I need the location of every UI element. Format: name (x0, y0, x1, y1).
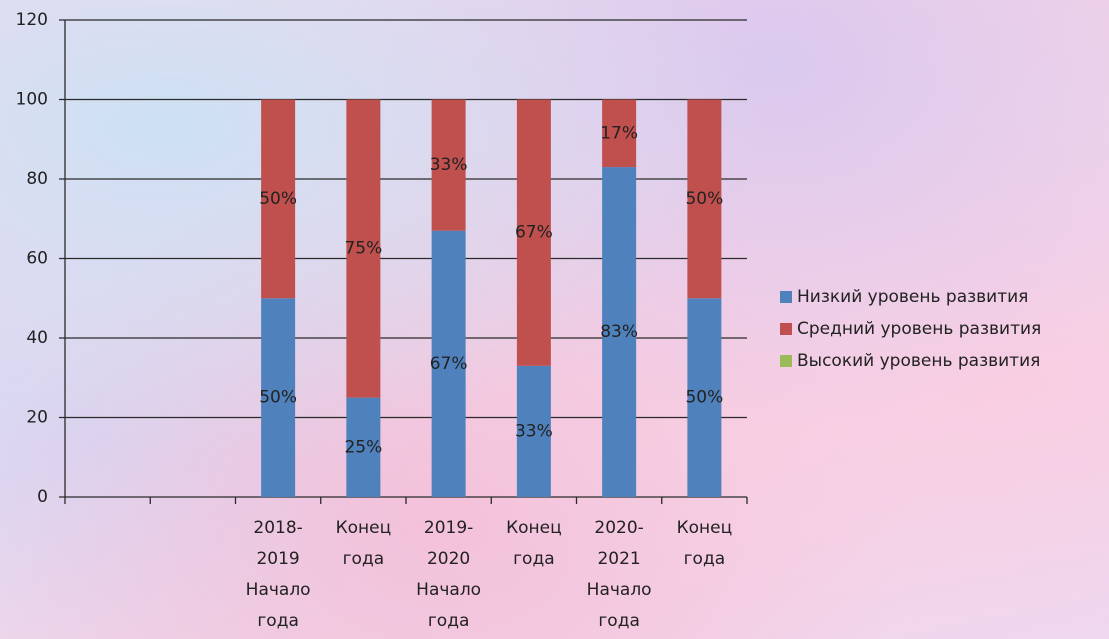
data-label: 67% (515, 223, 553, 243)
x-tick-label: 2021 (597, 549, 640, 569)
x-tick-label: года (343, 549, 385, 569)
x-tick-label: года (684, 549, 726, 569)
y-tick-label: 80 (26, 169, 48, 189)
bar-segment (602, 167, 637, 497)
y-tick-label: 20 (26, 408, 48, 428)
y-tick-label: 40 (26, 328, 48, 348)
data-label: 50% (685, 388, 723, 408)
x-tick-label: Конец (336, 518, 392, 538)
legend-label: Высокий уровень развития (797, 351, 1040, 371)
legend-label: Средний уровень развития (797, 319, 1041, 339)
data-label: 33% (430, 155, 468, 175)
bar-segment (261, 99, 296, 299)
x-tick-label: 2019- (424, 518, 473, 538)
y-tick-label: 100 (16, 90, 48, 110)
bar-segment (687, 99, 722, 299)
x-tick-label: года (513, 549, 555, 569)
legend-swatch (780, 323, 792, 335)
legend-swatch (780, 355, 792, 367)
data-label: 33% (515, 421, 553, 441)
x-tick-label: 2020 (427, 549, 470, 569)
data-label: 50% (259, 189, 297, 209)
x-tick-label: 2020- (594, 518, 643, 538)
legend-label: Низкий уровень развития (797, 287, 1028, 307)
bar-segment (431, 99, 466, 231)
x-tick-label: года (598, 611, 640, 631)
data-label: 17% (600, 123, 638, 143)
data-label: 25% (344, 437, 382, 457)
x-tick-label: Начало (246, 580, 311, 600)
bar-segment (346, 397, 381, 497)
bar-segment (516, 99, 551, 366)
data-label: 50% (685, 189, 723, 209)
bar-segment (687, 298, 722, 497)
data-label: 67% (430, 354, 468, 374)
x-tick-label: Конец (677, 518, 733, 538)
y-tick-label: 0 (37, 487, 48, 507)
x-tick-label: года (428, 611, 470, 631)
x-tick-label: года (257, 611, 299, 631)
data-label: 83% (600, 322, 638, 342)
data-label: 50% (259, 388, 297, 408)
x-tick-label: 2019 (256, 549, 299, 569)
bar-segment (261, 298, 296, 497)
bar-segment (602, 99, 637, 168)
x-tick-label: Начало (416, 580, 481, 600)
x-tick-label: Начало (587, 580, 652, 600)
y-tick-label: 60 (26, 249, 48, 269)
x-tick-label: 2018- (253, 518, 302, 538)
bar-segment (516, 365, 551, 497)
bar-segment (346, 99, 381, 398)
legend-swatch (780, 291, 792, 303)
x-tick-label: Конец (506, 518, 562, 538)
bar-segment (431, 230, 466, 498)
data-label: 75% (344, 239, 382, 259)
y-tick-label: 120 (16, 10, 48, 30)
